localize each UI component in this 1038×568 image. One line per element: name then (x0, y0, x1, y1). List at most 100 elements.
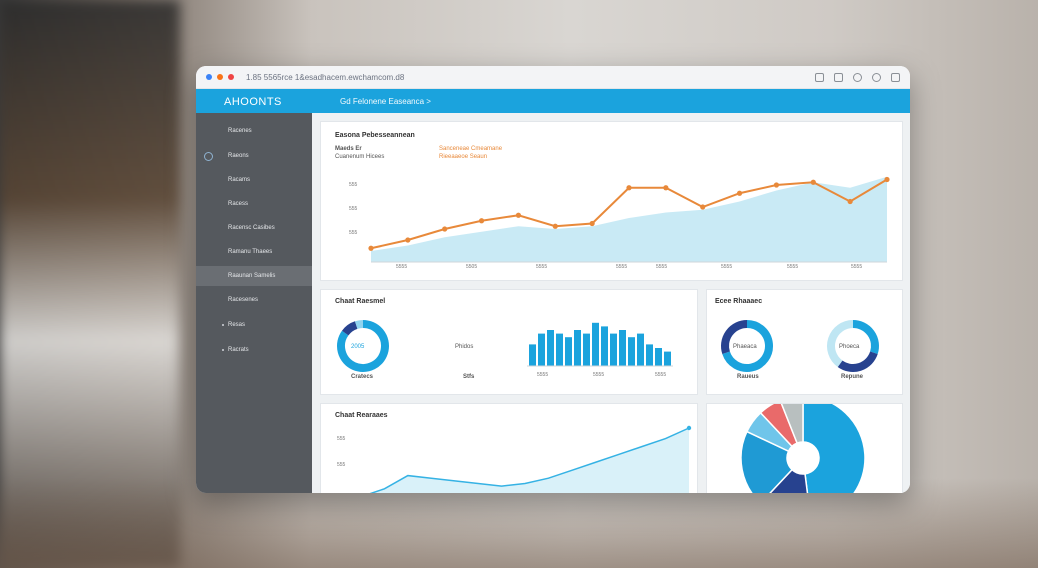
main-chart-title: Easona Pebesseannean (335, 132, 415, 139)
dashboard-window: 1.85 5565rce 1&esadhacem.ewchamcom.d8 AH… (196, 66, 910, 493)
sidebar-item-2[interactable]: Raeons (196, 146, 312, 166)
x-tick: 5555 (616, 264, 628, 270)
data-point (589, 220, 595, 227)
background-blur-left (0, 0, 180, 568)
toolbar-icons (815, 72, 900, 82)
sidebar-item-1[interactable]: Racenes (196, 121, 312, 141)
bar-tick: 5555 (593, 372, 605, 378)
menu-icon[interactable] (891, 72, 900, 82)
pie-card (706, 403, 903, 493)
grid-icon[interactable] (834, 72, 843, 82)
data-point (626, 185, 632, 191)
bar (556, 333, 563, 366)
pie-slice (769, 468, 809, 493)
donut-segment (341, 321, 358, 336)
url-text[interactable]: 1.85 5565rce 1&esadhacem.ewchamcom.d8 (246, 72, 405, 82)
bullet-icon (222, 324, 224, 326)
user-icon[interactable] (872, 72, 881, 82)
app-header: AHOONTS Gd Felonene Easeanca > (196, 89, 910, 114)
sidebar-item-10[interactable]: Racrats (196, 340, 312, 360)
y-tick: 555 (337, 462, 346, 468)
sidebar-item-label: Racams (228, 177, 251, 183)
data-point (515, 212, 522, 218)
sidebar-item-label: Raaunan Samelis (228, 273, 276, 279)
donut-caption: Stfs (463, 374, 475, 380)
donut-segment (827, 320, 854, 368)
sidebar-item-6[interactable]: Ramanu Thaees (196, 242, 312, 262)
copy-icon[interactable] (815, 72, 824, 82)
x-tick: 5555 (787, 264, 799, 270)
data-point (686, 425, 692, 431)
data-point (736, 190, 743, 196)
bar-tick: 5555 (655, 372, 667, 378)
window-dot-icon[interactable] (206, 74, 212, 80)
x-tick: 5555 (721, 264, 733, 270)
bar (610, 333, 617, 366)
bar (574, 330, 581, 366)
app-brand[interactable]: AHOONTS (224, 95, 282, 108)
bar-tick: 5555 (537, 372, 549, 378)
sidebar-item-label: Racesenes (228, 297, 259, 303)
y-tick: 555 (349, 206, 358, 212)
window-dot-icon[interactable] (217, 74, 223, 80)
sidebar-item-label: Racess (228, 201, 249, 207)
x-tick: 5555 (536, 264, 548, 270)
data-point (663, 185, 669, 191)
y-tick: 555 (349, 182, 358, 188)
donut-segment (852, 320, 879, 355)
donut-caption: Raueus (737, 374, 759, 380)
window-dot-icon[interactable] (228, 74, 234, 80)
sidebar-item-3[interactable]: Racams (196, 170, 312, 190)
pie-slice (802, 404, 866, 493)
x-tick: 5505 (466, 264, 478, 270)
bottom-chart-card: Chaat Rearaaes 555 555 (320, 403, 698, 493)
data-point (478, 218, 485, 224)
main-chart-subtitle-2: Cuanenum Hicees (335, 154, 385, 160)
donut-and-bar-charts (337, 320, 673, 372)
donut-center-label: 2005 (351, 344, 365, 350)
bar (547, 330, 554, 366)
bar (628, 337, 635, 366)
series-line (369, 427, 690, 493)
bar (619, 330, 626, 366)
sidebar-item-label: Racrats (228, 347, 249, 353)
donut-bar-card: Chaat Raesmel 2005 Cratecs Phidos Stfs 5… (320, 289, 698, 395)
bottom-chart-title: Chaat Rearaaes (335, 412, 388, 419)
data-point (847, 198, 853, 205)
area-fill (371, 176, 887, 262)
bullet-icon (222, 349, 224, 351)
legend-orange-2: Rieeaaeoe Seaun (439, 154, 488, 160)
donut-card-title: Chaat Raesmel (335, 298, 386, 305)
data-point (884, 176, 890, 183)
main-content: Easona Pebesseannean Maeds Er Cuanenum H… (312, 113, 910, 493)
sidebar-item-label: Racenes (228, 128, 252, 134)
pie-chart (740, 404, 866, 493)
donut-caption: Cratecs (351, 374, 374, 380)
header-breadcrumb[interactable]: Gd Felonene Easeanca > (340, 97, 431, 106)
window-controls (206, 74, 234, 80)
x-tick: 5555 (851, 264, 863, 270)
sidebar-item-5[interactable]: Racensc Casibes (196, 218, 312, 238)
donut-center-label: Phaeaca (733, 344, 757, 350)
bar (664, 351, 671, 366)
browser-titlebar: 1.85 5565rce 1&esadhacem.ewchamcom.d8 (196, 66, 910, 89)
sidebar-item-8[interactable]: Racesenes (196, 290, 312, 310)
data-point (700, 204, 706, 210)
data-point (810, 179, 816, 185)
sidebar-item-9[interactable]: Resas (196, 315, 312, 335)
donut-segment (722, 320, 773, 372)
sidebar-item-7[interactable]: Raaunan Samelis (196, 266, 312, 286)
globe-icon (204, 152, 213, 161)
donut-segment (837, 351, 878, 372)
bar (538, 333, 545, 366)
main-chart-card: Easona Pebesseannean Maeds Er Cuanenum H… (320, 121, 903, 281)
data-point (368, 245, 374, 251)
pie-slice (780, 404, 804, 445)
area-fill (371, 428, 689, 493)
bar (601, 326, 608, 366)
settings-icon[interactable] (853, 72, 862, 82)
donut-card-right: Ecee Rhaaaec Phaeaca Raueus Phoeca Repun… (706, 289, 903, 395)
bar (592, 322, 599, 366)
sidebar-item-4[interactable]: Racess (196, 194, 312, 214)
x-tick: 5555 (656, 264, 668, 270)
